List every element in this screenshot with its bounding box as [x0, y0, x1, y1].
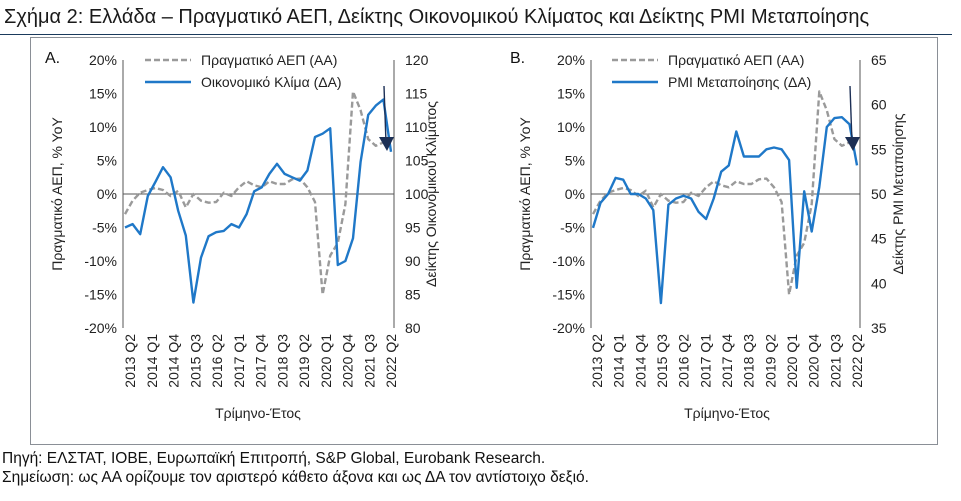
y-left-tick-label: 0%	[97, 186, 117, 202]
x-tick-label: 2018 Q3	[274, 334, 290, 388]
x-tick-label: 2020 Q1	[784, 334, 800, 388]
x-tick-label: 2015 Q3	[654, 334, 670, 388]
y-right-tick-label: 85	[405, 287, 421, 303]
y-left-axis-title: Πραγματικό ΑΕΠ, % ΥοΥ	[517, 117, 533, 271]
x-tick-label: 2020 Q1	[318, 334, 334, 388]
x-tick-label: 2015 Q3	[187, 334, 203, 388]
y-right-tick-label: 50	[871, 186, 887, 202]
x-tick-label: 2019 Q2	[296, 334, 312, 388]
notes: Πηγή: ΕΛΣΤΑΤ, ΙΟΒΕ, Ευρωπαϊκή Επιτροπή, …	[2, 449, 589, 487]
x-tick-label: 2013 Q2	[122, 334, 138, 388]
source-note: Πηγή: ΕΛΣΤΑΤ, ΙΟΒΕ, Ευρωπαϊκή Επιτροπή, …	[2, 450, 546, 467]
y-left-tick-label: 5%	[565, 153, 585, 169]
y-left-tick-label: 10%	[557, 119, 585, 135]
charts-svg: A. 20% 15% 10% 5% 0% -5% -10% -15% -20% 120 115 110 1…	[45, 50, 906, 421]
y-left-tick-label: -10%	[84, 253, 117, 269]
y-right-tick-label: 35	[871, 320, 887, 336]
y-left-tick-label: -10%	[552, 253, 585, 269]
title-rule	[0, 34, 952, 35]
y-left-tick-label: -20%	[84, 320, 117, 336]
series-line-gdp	[123, 90, 384, 296]
y-right-tick-label: 40	[871, 275, 887, 291]
annotation-arrow-shaft	[383, 85, 387, 144]
y-left-tick-label: -15%	[84, 287, 117, 303]
y-right-tick-label: 65	[871, 52, 887, 68]
legend-label: Πραγματικό ΑΕΠ (ΑΑ)	[668, 52, 804, 68]
y-right-tick-label: 45	[871, 231, 887, 247]
y-left-tick-label: -5%	[92, 220, 117, 236]
x-tick-label: 2014 Q1	[611, 334, 627, 388]
x-tick-label: 2013 Q2	[589, 334, 605, 388]
x-tick-label: 2016 Q2	[209, 334, 225, 388]
y-right-tick-label: 60	[871, 97, 887, 113]
x-tick-label: 2021 Q3	[827, 334, 843, 388]
y-left-tick-label: 5%	[97, 153, 117, 169]
chart-panel-a: A. 20% 15% 10% 5% 0% -5% -10% -15% -20% 120 115 110 1…	[45, 50, 439, 421]
y-right-tick-label: 110	[405, 119, 428, 135]
y-right-tick-label: 105	[405, 153, 429, 169]
y-right-tick-label: 90	[405, 253, 421, 269]
y-left-tick-label: -15%	[552, 287, 585, 303]
y-right-tick-label: 100	[405, 186, 429, 202]
x-tick-label: 2022 Q2	[383, 334, 399, 388]
y-right-tick-label: 115	[405, 86, 428, 102]
y-left-tick-label: 10%	[89, 119, 117, 135]
y-right-tick-label: 120	[405, 52, 429, 68]
annotation-arrow-shaft	[849, 85, 853, 144]
panel-label: A.	[45, 50, 60, 67]
x-tick-label: 2014 Q4	[166, 334, 182, 388]
chart-frame	[30, 37, 938, 445]
x-tick-label: 2014 Q4	[632, 334, 648, 388]
x-tick-label: 2017 Q1	[697, 334, 713, 388]
series-line-index	[124, 98, 393, 304]
y-left-tick-label: 20%	[89, 52, 117, 68]
x-tick-label: 2017 Q1	[231, 334, 247, 388]
y-right-tick-label: 80	[405, 320, 421, 336]
y-right-axis-title: Δείκτης PMI Μεταποίησης	[890, 113, 906, 274]
x-axis-title: Τρίμηνο-Έτος	[215, 405, 301, 421]
x-axis-title: Τρίμηνο-Έτος	[684, 405, 770, 421]
x-tick-label: 2017 Q4	[719, 334, 735, 388]
y-left-tick-label: 0%	[565, 186, 585, 202]
x-tick-label: 2020 Q4	[806, 334, 822, 388]
y-right-axis-title: Δείκτης Οικονομικού Κλίματος	[423, 101, 439, 287]
x-tick-label: 2017 Q4	[253, 334, 269, 388]
legend-label: PMI Μεταποίησης (ΔΑ)	[668, 74, 811, 90]
panel-label: B.	[510, 50, 525, 67]
x-tick-label: 2018 Q3	[741, 334, 757, 388]
x-tick-label: 2020 Q4	[340, 334, 356, 388]
axis-note: Σημείωση: ως ΑΑ ορίζουμε τον αριστερό κά…	[2, 469, 589, 486]
x-tick-label: 2019 Q2	[762, 334, 778, 388]
y-left-axis-title: Πραγματικό ΑΕΠ, % ΥοΥ	[49, 117, 65, 271]
y-left-tick-label: -5%	[560, 220, 585, 236]
y-right-tick-label: 55	[871, 141, 887, 157]
y-right-tick-label: 95	[405, 220, 421, 236]
series-line-index	[591, 115, 859, 305]
annotation-arrow-head	[379, 137, 394, 151]
legend-label: Πραγματικό ΑΕΠ (ΑΑ)	[201, 52, 337, 68]
y-left-tick-label: 15%	[89, 86, 117, 102]
y-left-tick-label: -20%	[552, 320, 585, 336]
x-tick-label: 2021 Q3	[361, 334, 377, 388]
annotation-arrow-head	[845, 137, 860, 151]
x-tick-label: 2022 Q2	[849, 334, 865, 388]
y-left-tick-label: 20%	[557, 52, 585, 68]
figure-title: Σχήμα 2: Ελλάδα – Πραγματικό ΑΕΠ, Δείκτη…	[4, 6, 870, 28]
x-tick-label: 2014 Q1	[144, 334, 160, 388]
legend-label: Οικονομικό Κλίμα (ΔΑ)	[201, 74, 342, 90]
x-tick-label: 2016 Q2	[676, 334, 692, 388]
y-left-tick-label: 15%	[557, 86, 585, 102]
chart-panel-b: B. 20% 15% 10% 5% 0% -5% -10% -15% -20% 65 60 55 50 45…	[510, 50, 906, 421]
